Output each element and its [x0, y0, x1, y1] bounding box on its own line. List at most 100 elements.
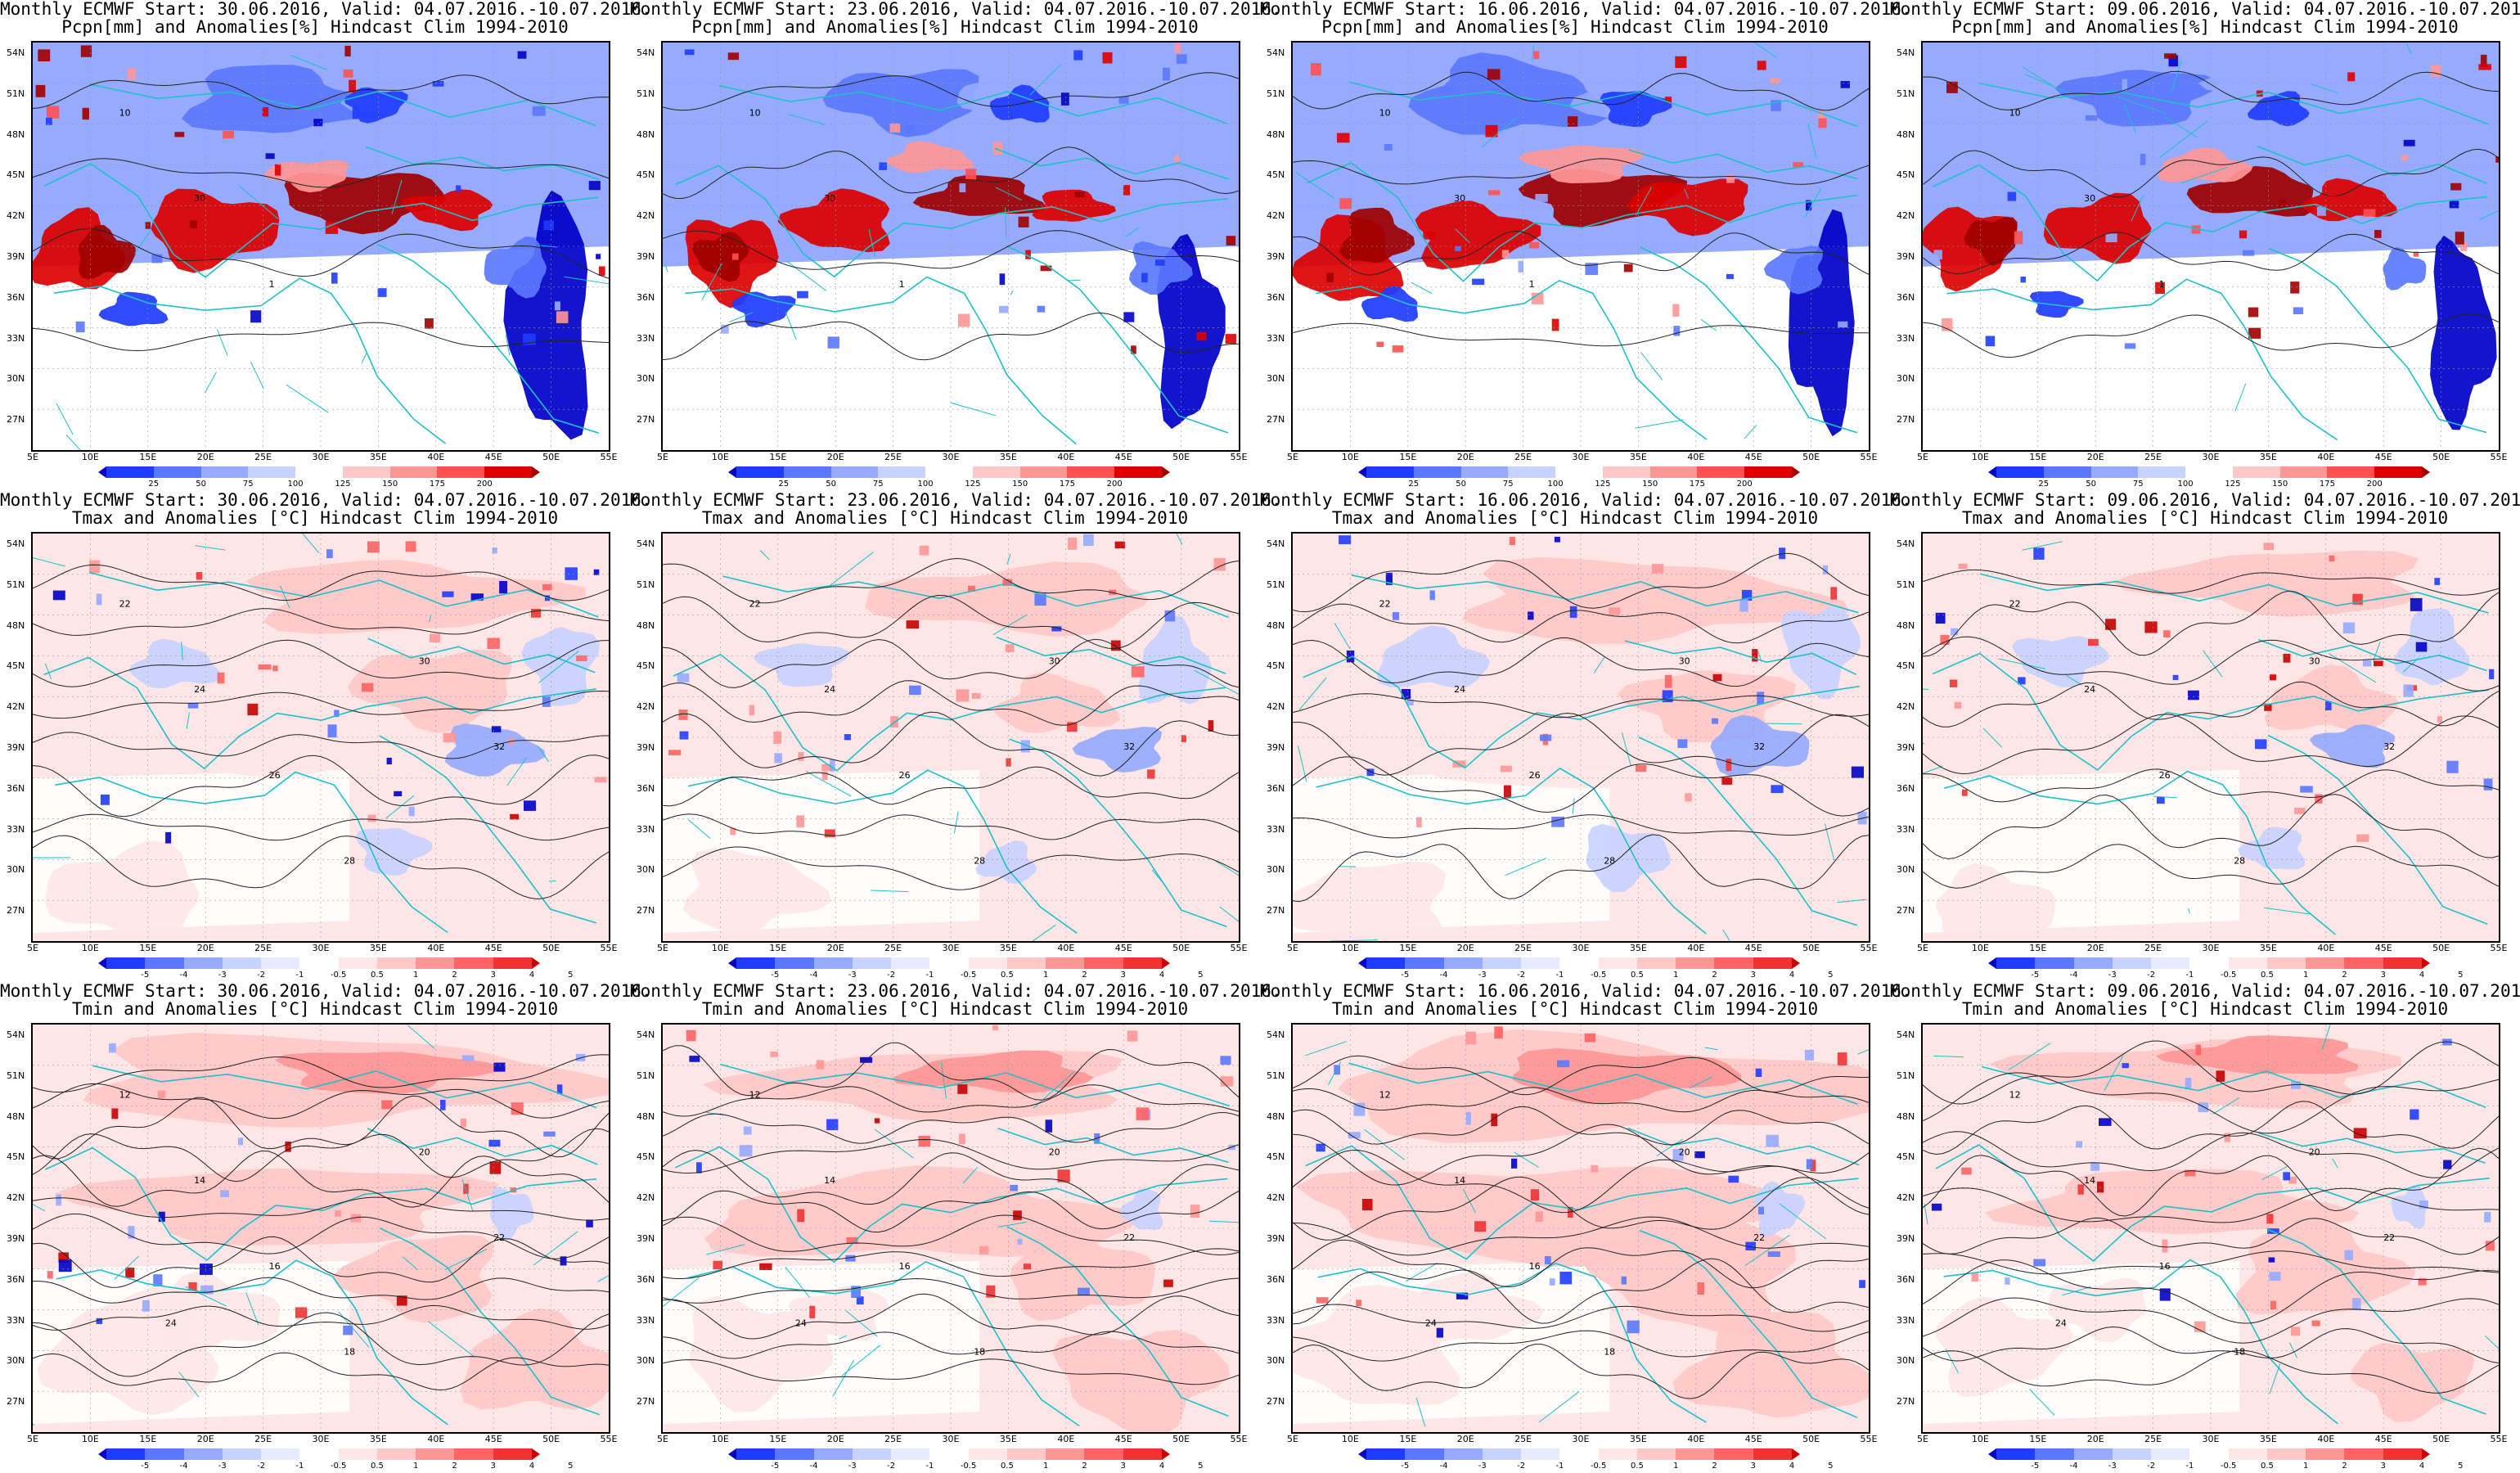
anomaly-area: [1411, 1272, 1544, 1342]
panel-title-line1: Monthly ECMWF Start: 16.06.2016, Valid: …: [1260, 490, 1912, 510]
anomaly-cell: [918, 1136, 931, 1147]
map-canvas: 22 24 26 28 30 32: [1921, 532, 2500, 943]
anomaly-cell: [2495, 156, 2499, 163]
anomaly-area: [2198, 57, 2422, 111]
anomaly-cell: [2155, 282, 2165, 294]
contour-label: 30: [824, 193, 835, 204]
anomaly-cell: [1131, 345, 1136, 354]
border-line: [805, 770, 852, 797]
anomaly-cell: [1551, 318, 1559, 331]
colorbar-segment: [1559, 1448, 1599, 1460]
lon-tick-label: 50E: [1172, 1434, 1190, 1444]
anomaly-cell: [1840, 81, 1850, 88]
colorbar-segment: [2266, 957, 2306, 969]
anomaly-cell: [531, 608, 542, 618]
lat-tick-label: 45N: [7, 169, 25, 181]
panel-title-line1: Monthly ECMWF Start: 30.06.2016, Valid: …: [0, 490, 652, 510]
colorbar-segment: [1482, 1448, 1522, 1460]
lat-tick-label: 30N: [1267, 864, 1285, 876]
border-line: [2373, 642, 2381, 661]
anomaly-area: [2430, 235, 2497, 430]
colorbar-segment: [929, 1448, 969, 1460]
lat-tick-label: 27N: [637, 414, 655, 426]
colorbar-tick-label: -0.5: [330, 1462, 347, 1471]
lon-tick-label: 25E: [254, 943, 272, 953]
anomaly-cell: [860, 1056, 873, 1063]
contour-line: [663, 1293, 1239, 1340]
lat-tick-label: 33N: [637, 823, 655, 835]
anomaly-cell: [2266, 1214, 2274, 1224]
contour-line: [33, 228, 609, 279]
colorbar-segment: [2043, 466, 2091, 478]
anomaly-cell: [1818, 118, 1827, 128]
anomaly-cell: [774, 753, 782, 764]
contour-line: [1923, 1187, 2499, 1223]
anomaly-cell: [594, 777, 607, 783]
anomaly-area: [2048, 1277, 2147, 1342]
border-line: [663, 1277, 700, 1308]
anomaly-cell: [1752, 649, 1758, 662]
anomaly-cell: [999, 305, 1009, 313]
colorbar-tick-label: 4: [1789, 971, 1795, 980]
anomaly-cell: [2283, 1172, 2290, 1181]
border-line: [2321, 1025, 2331, 1051]
colorbar: [1358, 957, 1800, 969]
anomaly-cell: [1140, 197, 1151, 208]
contour-line: [663, 711, 1239, 777]
colorbar-min-arrow: [1358, 466, 1366, 478]
anomaly-cell: [2122, 79, 2127, 91]
lat-tick-label: 42N: [7, 1192, 25, 1204]
contour-line: [1923, 768, 2499, 803]
border-line: [1010, 290, 1014, 295]
anomaly-area: [2054, 70, 2219, 127]
colorbar-segment: [2138, 466, 2186, 478]
contour-line: [33, 732, 609, 759]
panel-title-line2: Pcpn[mm] and Anomalies[%] Hindcast Clim …: [691, 17, 1199, 37]
colorbar-tick-label: 2: [2342, 971, 2347, 980]
anomaly-cell: [824, 829, 835, 838]
anomaly-cell: [2329, 555, 2335, 562]
border-line: [826, 552, 874, 588]
anomaly-cell: [127, 68, 136, 80]
anomaly-cell: [470, 593, 484, 601]
coastline: [722, 575, 1229, 619]
anomaly-cell: [1020, 740, 1030, 753]
contour-label: 20: [1049, 1146, 1060, 1157]
anomaly-cell: [1822, 565, 1829, 574]
anomaly-cell: [405, 541, 416, 552]
colorbar-segment: [1405, 957, 1444, 969]
contour-label: 20: [1679, 1146, 1690, 1157]
border-line: [2180, 167, 2227, 184]
lon-tick-label: 20E: [196, 1434, 214, 1444]
anomaly-cell: [456, 185, 461, 192]
colorbar-segment: [376, 957, 416, 969]
colorbar-max-arrow: [532, 957, 540, 969]
border-line: [1033, 1071, 1075, 1109]
lon-tick-label: 30E: [942, 943, 960, 953]
colorbar-max-arrow: [1792, 1448, 1800, 1460]
anomaly-cell: [274, 164, 281, 176]
anomaly-cell: [262, 107, 269, 117]
anomaly-cell: [2077, 1184, 2084, 1195]
contour-line: [663, 1112, 1239, 1144]
anomaly-cell: [971, 692, 981, 699]
lat-tick-label: 51N: [637, 88, 655, 99]
lon-tick-label: 40E: [1057, 943, 1075, 953]
colorbar-segment: [775, 957, 814, 969]
lat-tick-label: 54N: [7, 1029, 25, 1040]
map-canvas: 12 14 16 18 20 22 24: [1291, 1023, 1870, 1434]
anomaly-cell: [2085, 115, 2098, 121]
contour-line: [1923, 1072, 2499, 1134]
lat-tick-label: 30N: [637, 864, 655, 876]
anomaly-cell: [1196, 331, 1207, 341]
border-line: [1753, 43, 1777, 58]
border-line: [2188, 908, 2190, 913]
anomaly-cell: [1509, 537, 1516, 546]
lat-tick-label: 45N: [1267, 1151, 1285, 1163]
contour-line: [1923, 714, 2499, 775]
colorbar-tick-label: 1: [1673, 971, 1679, 980]
colorbar-tick-label: 2: [1712, 1462, 1717, 1471]
lon-tick-label: 20E: [2086, 452, 2104, 462]
coastline: [1946, 278, 2338, 441]
